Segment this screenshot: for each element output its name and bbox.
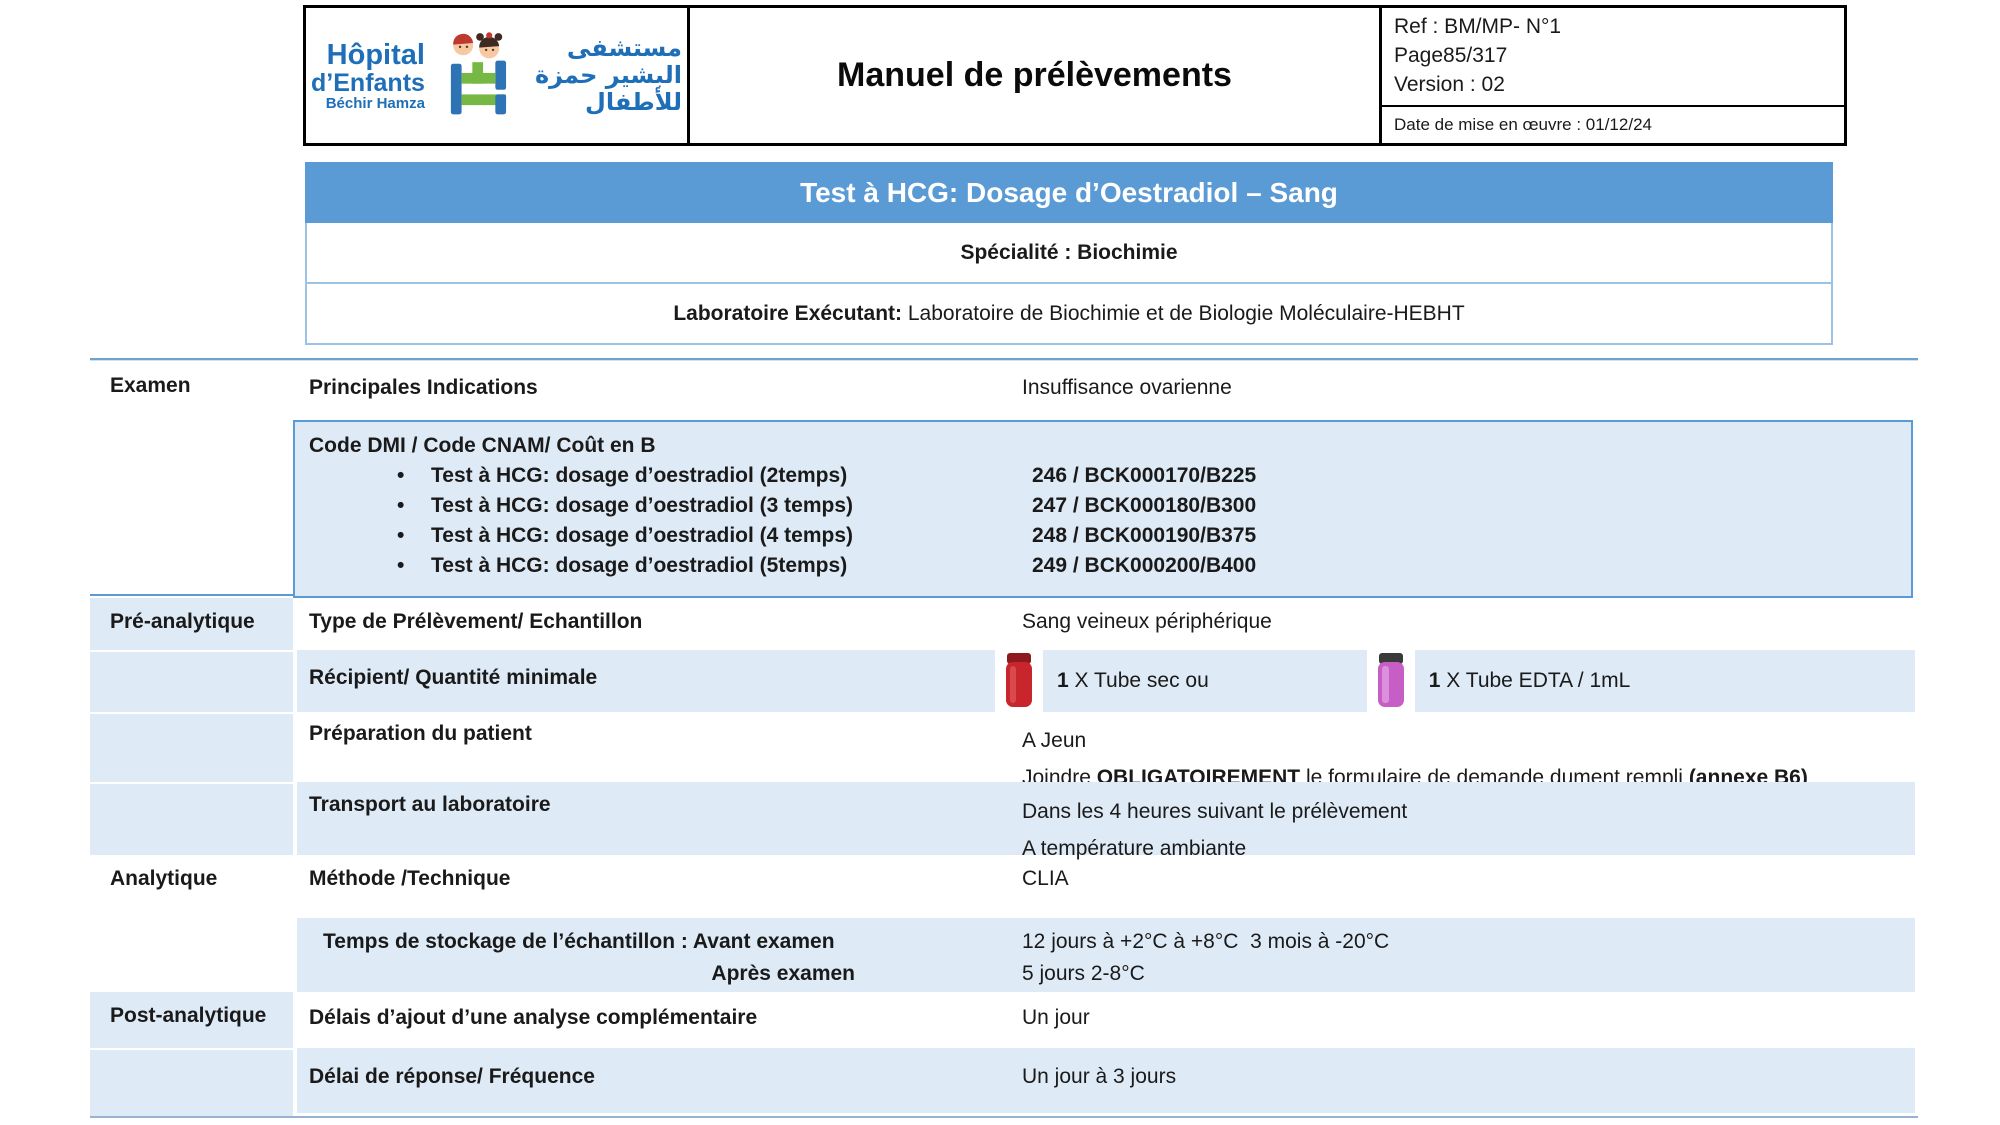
code-row: • Test à HCG: dosage d’oestradiol (5temps…: [309, 551, 1911, 581]
ref-number: Ref : BM/MP- N°1: [1394, 15, 1562, 38]
logo-line: d’Enfants: [311, 68, 425, 97]
code-name: Test à HCG: dosage d’oestradiol (5temps): [431, 554, 848, 577]
tube-sec-icon: [1006, 653, 1032, 707]
document-title-cell: Manuel de prélèvements: [690, 8, 1382, 143]
hospital-name-french: Hôpital d’Enfants Béchir Hamza: [311, 38, 425, 112]
row-transport: Transport au laboratoire Dans les 4 heur…: [297, 782, 1915, 860]
attribute-label: Type de Prélèvement/ Echantillon: [309, 610, 643, 633]
attribute-label: Délais d’ajout d’une analyse complémenta…: [309, 1006, 758, 1029]
hospital-name-arabic: مستشفى البشير حمزة للأطفال: [535, 35, 682, 116]
attribute-value: Insuffisance ovarienne: [1022, 376, 1232, 399]
bullet-icon: •: [397, 524, 405, 547]
attribute-label: Récipient/ Quantité minimale: [309, 666, 598, 689]
logo-line: للأطفال: [585, 87, 682, 116]
code-value: 247 / BCK000180/B300: [1032, 494, 1257, 517]
section-label-pre-analytique: Pré-analytique: [90, 598, 293, 855]
attribute-label: Temps de stockage de l’échantillon : Ava…: [297, 918, 857, 990]
table-bottom-border: [90, 1116, 1918, 1118]
page-number: Page85/317: [1394, 44, 1508, 67]
reference-block: Ref : BM/MP- N°1 Page85/317 Version : 02: [1382, 8, 1844, 107]
label-divider: [90, 782, 293, 784]
transport-line-1: Dans les 4 heures suivant le prélèvement: [1022, 800, 1408, 823]
code-row: • Test à HCG: dosage d’oestradiol (3 temp…: [309, 491, 1911, 521]
code-value: 249 / BCK000200/B400: [1032, 554, 1257, 577]
laboratory-value: Laboratoire de Biochimie et de Biologie …: [902, 301, 1465, 325]
label-divider: [90, 650, 293, 652]
code-value: 248 / BCK000190/B375: [1032, 524, 1257, 547]
specialty-box: Spécialité : Biochimie: [305, 223, 1833, 284]
implementation-date: Date de mise en œuvre : 01/12/24: [1394, 115, 1652, 134]
code-row: • Test à HCG: dosage d’oestradiol (2temps…: [309, 461, 1911, 491]
section-label-examen: Examen: [90, 362, 293, 596]
laboratory-box: Laboratoire Exécutant: Laboratoire de Bi…: [305, 284, 1833, 345]
test-title-banner: Test à HCG: Dosage d’Oestradiol – Sang: [305, 162, 1833, 223]
logo-line: مستشفى: [566, 34, 682, 63]
code-value: 246 / BCK000170/B225: [1032, 464, 1257, 487]
section-label-analytique: Analytique: [110, 867, 218, 890]
tube-patch: [1366, 646, 1415, 716]
row-recipient: Récipient/ Quantité minimale 1 X Tube se…: [297, 646, 1915, 716]
attribute-label: Transport au laboratoire: [309, 793, 551, 816]
row-delai-reponse: Délai de réponse/ Fréquence Un jour à 3 …: [297, 1048, 1915, 1113]
row-delai-ajout: Délais d’ajout d’une analyse complémenta…: [297, 992, 1915, 1048]
stockage-label-apres: Après examen: [711, 962, 855, 985]
reference-cell: Ref : BM/MP- N°1 Page85/317 Version : 02…: [1382, 8, 1844, 143]
codes-header: Code DMI / Code CNAM/ Coût en B: [309, 434, 656, 457]
bullet-icon: •: [397, 554, 405, 577]
code-name: Test à HCG: dosage d’oestradiol (3 temps…: [431, 494, 854, 517]
code-name: Test à HCG: dosage d’oestradiol (4 temps…: [431, 524, 854, 547]
label-divider: [90, 1048, 293, 1050]
row-preparation: Préparation du patient A Jeun Joindre OB…: [297, 712, 1915, 789]
document-header: Hôpital d’Enfants Béchir Hamza: [303, 5, 1847, 146]
logo-line: البشير حمزة: [534, 61, 682, 90]
attribute-label: Délai de réponse/ Fréquence: [309, 1065, 595, 1088]
attribute-label: Principales Indications: [309, 376, 538, 399]
hospital-emblem-icon: [450, 31, 507, 114]
stockage-value-avant: 12 jours à +2°C à +8°C 3 mois à -20°C: [1022, 930, 1390, 953]
attribute-value: Un jour: [1022, 1006, 1090, 1029]
tube-patch: [995, 646, 1043, 716]
bullet-icon: •: [397, 464, 405, 487]
specialty-text: Spécialité : Biochimie: [960, 240, 1178, 264]
tube-edta-text: 1 X Tube EDTA / 1mL: [1428, 669, 1631, 692]
row-principales-indications: Principales Indications Insuffisance ova…: [297, 362, 1915, 420]
attribute-value: Un jour à 3 jours: [1022, 1065, 1177, 1088]
tube-edta-icon: [1377, 653, 1404, 707]
logo-line: Hôpital: [326, 38, 425, 71]
preparation-line-1: A Jeun: [1022, 729, 1087, 752]
attribute-label: Préparation du patient: [309, 722, 532, 745]
row-methode: Méthode /Technique CLIA: [297, 855, 1915, 918]
test-title: Test à HCG: Dosage d’Oestradiol – Sang: [800, 176, 1338, 208]
recipient-value: 1 X Tube sec ou 1 X Tube EDTA / 1mL: [995, 646, 1630, 716]
section-label-post-analytique: Post-analytique: [90, 992, 293, 1118]
attribute-label: Méthode /Technique: [309, 867, 511, 890]
row-stockage: Temps de stockage de l’échantillon : Ava…: [297, 918, 1915, 992]
transport-line-2: A température ambiante: [1022, 837, 1247, 860]
codes-block: Code DMI / Code CNAM/ Coût en B • Test à …: [293, 420, 1913, 598]
laboratory-label: Laboratoire Exécutant:: [673, 301, 903, 325]
version-number: Version : 02: [1394, 73, 1505, 96]
table-top-border: [90, 358, 1918, 361]
logo-line: Béchir Hamza: [325, 94, 425, 112]
code-row: • Test à HCG: dosage d’oestradiol (4 temp…: [309, 521, 1911, 551]
attribute-value: 12 jours à +2°C à +8°C 3 mois à -20°C 5 …: [1022, 918, 1389, 990]
bullet-icon: •: [397, 494, 405, 517]
row-type-prelevement: Type de Prélèvement/ Echantillon Sang ve…: [297, 598, 1915, 650]
tube-sec-text: 1 X Tube sec ou: [1057, 669, 1209, 692]
document-title: Manuel de prélèvements: [837, 56, 1232, 94]
code-name: Test à HCG: dosage d’oestradiol (2temps): [431, 464, 848, 487]
stockage-value-apres: 5 jours 2-8°C: [1022, 962, 1145, 985]
stockage-label-avant: Temps de stockage de l’échantillon : Ava…: [323, 930, 835, 953]
label-divider: [90, 712, 293, 714]
attribute-value: Dans les 4 heures suivant le prélèvement…: [1022, 782, 1407, 867]
attribute-value: Sang veineux périphérique: [1022, 610, 1272, 633]
attribute-value: CLIA: [1022, 867, 1069, 890]
hospital-logo: Hôpital d’Enfants Béchir Hamza: [306, 8, 690, 143]
